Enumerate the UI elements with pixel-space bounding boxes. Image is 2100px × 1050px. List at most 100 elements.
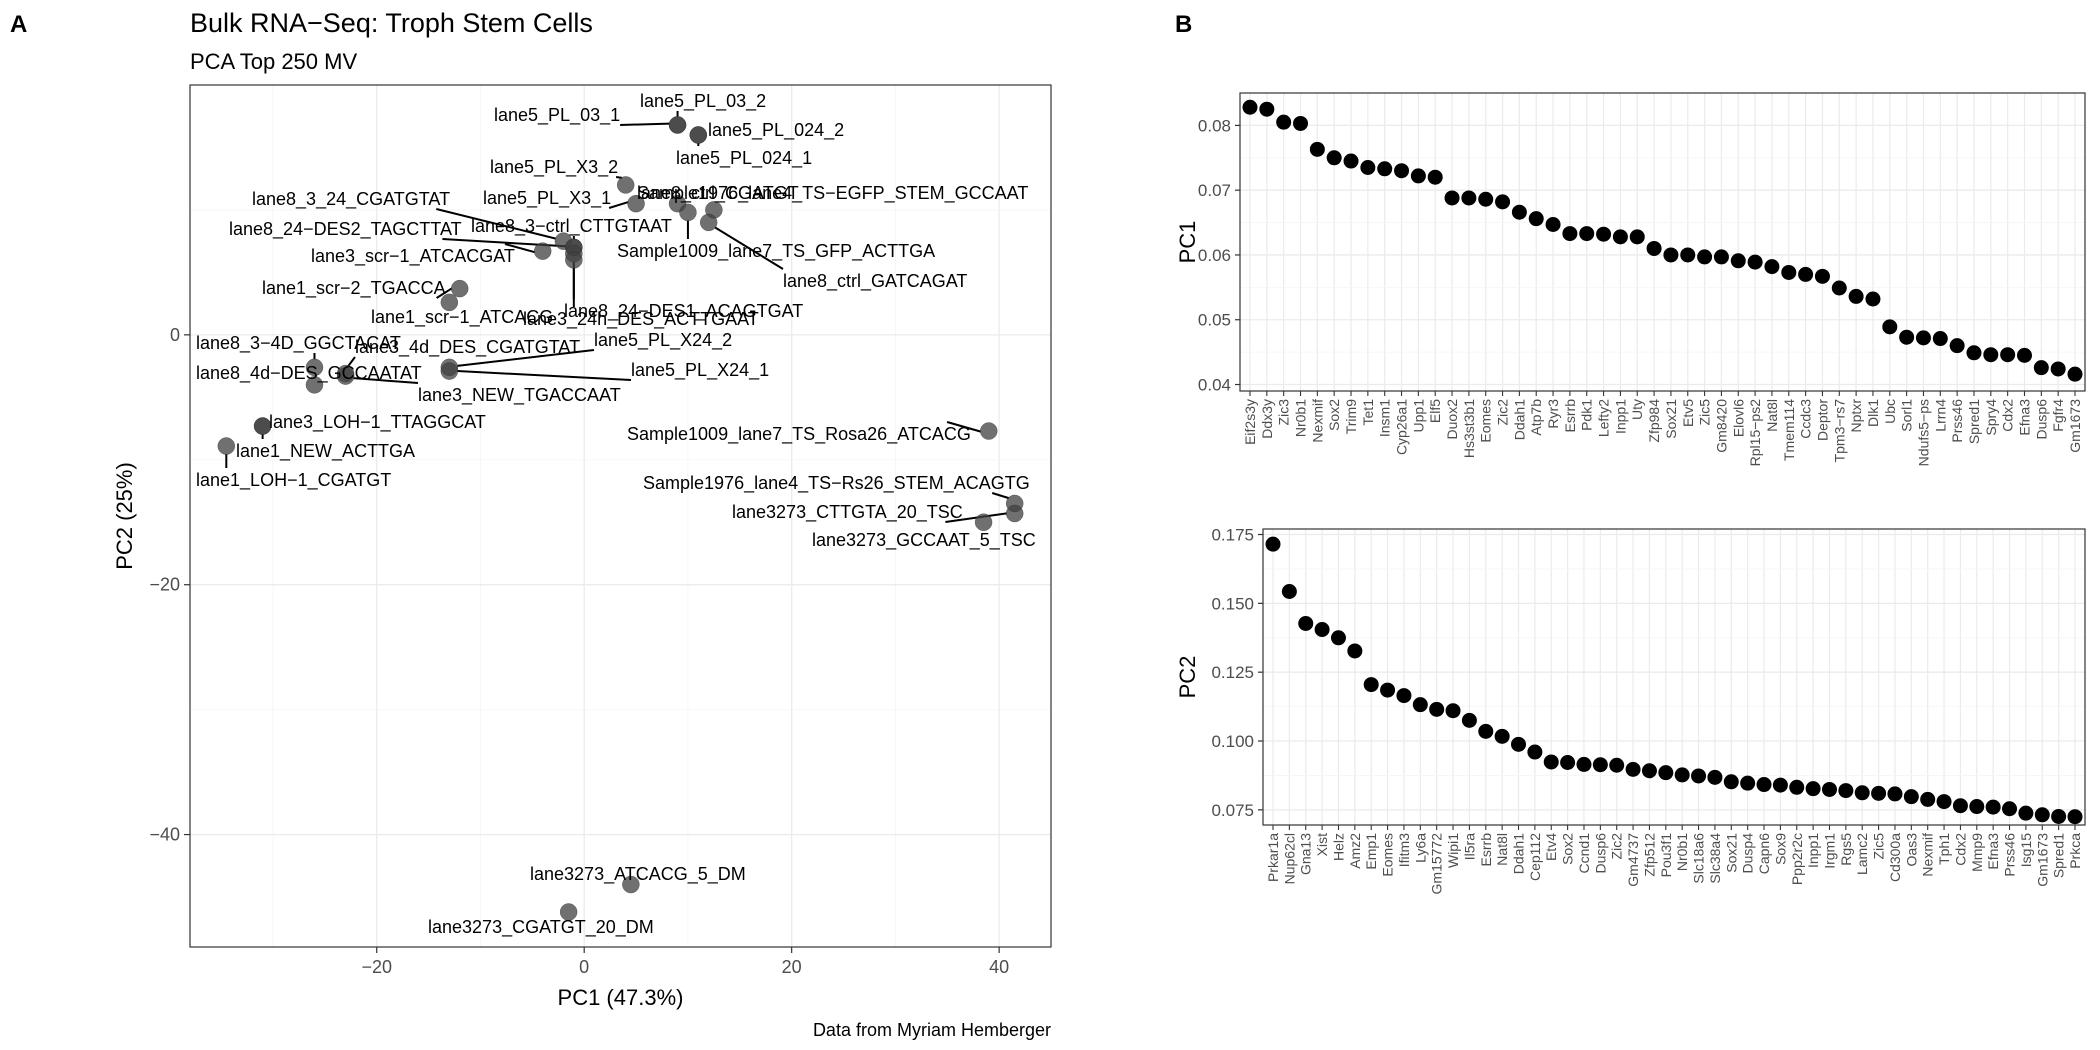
data-point xyxy=(1461,712,1477,728)
data-point xyxy=(1641,763,1657,779)
data-point xyxy=(1609,757,1625,773)
x-tick-label: Prkar1a xyxy=(1265,833,1281,882)
x-tick-label: Spry4 xyxy=(1983,399,1999,436)
x-tick-label: Sox21 xyxy=(1723,833,1739,873)
point-label: lane8_ctrl_CGATGT xyxy=(637,183,799,204)
pca-points xyxy=(217,116,1024,921)
x-tick-label: Tmem114 xyxy=(1781,399,1797,461)
label-connector xyxy=(620,122,670,126)
data-point xyxy=(1343,153,1359,169)
data-point xyxy=(1949,338,1965,354)
data-point xyxy=(1756,777,1772,793)
data-point xyxy=(1707,769,1723,785)
point-label: lane3_LOH−1_TTAGGCAT xyxy=(269,412,486,433)
x-tick-label: Sox9 xyxy=(1772,833,1788,865)
data-point xyxy=(1985,799,2001,815)
label-connector xyxy=(991,492,1010,500)
point-label: lane5_PL_X3_1 xyxy=(483,188,611,209)
data-point xyxy=(1363,677,1379,693)
x-tick-label: Dusp4 xyxy=(1740,833,1756,874)
x-tick-label: Inpp1 xyxy=(1612,399,1628,434)
x-tick-label: Dusp6 xyxy=(1592,833,1608,874)
point-label: lane3273_ATCACG_5_DM xyxy=(530,864,746,885)
data-point xyxy=(689,126,708,144)
data-point xyxy=(1293,115,1309,131)
x-tick-label: Cyp26a1 xyxy=(1394,399,1410,455)
x-tick-label: Zfp512 xyxy=(1641,833,1657,877)
label-connector xyxy=(946,421,982,433)
data-point xyxy=(1298,615,1314,631)
point-label: lane5_PL_03_2 xyxy=(640,91,766,112)
pc1-axes: 0.04 0.05 0.06 0.07 0.08 Eif2s3y Ddx3y Zic3 Nr0b… xyxy=(1175,116,2083,466)
data-point xyxy=(1838,783,1854,799)
data-point xyxy=(1360,160,1376,175)
x-tick-label: Dusp6 xyxy=(2033,399,2049,440)
x-tick-label: Elovl6 xyxy=(1730,399,1746,437)
y-axis-label: PC2 (25%) xyxy=(112,462,137,570)
point-label: Sample1976_lane4_TS−Rs26_STEM_ACAGTG xyxy=(643,473,1030,494)
data-point xyxy=(1740,775,1756,791)
data-point xyxy=(2033,360,2049,376)
y-tick-label: 0 xyxy=(170,325,180,345)
data-point xyxy=(699,213,718,232)
data-point xyxy=(1612,229,1628,245)
data-point xyxy=(1920,791,1936,807)
x-tick-label: Atp7b xyxy=(1528,399,1544,436)
data-point xyxy=(2067,809,2083,825)
x-tick-label: Nat8l xyxy=(1494,833,1510,866)
x-tick-label: Tpm3−rs7 xyxy=(1831,399,1847,463)
x-tick-label: Zfp984 xyxy=(1646,399,1662,443)
pc1-points xyxy=(1242,99,2083,382)
data-point xyxy=(1314,622,1330,638)
data-point xyxy=(1445,703,1461,719)
label-connector xyxy=(353,377,419,384)
point-label: lane3_scr−1_ATCACGAT xyxy=(311,246,515,267)
x-tick-label: Inpp1 xyxy=(1805,833,1821,868)
x-tick-label: Irgm1 xyxy=(1821,833,1837,869)
pca-plot: lane5_PL_03_2 lane5_PL_03_1 lane5_PL_024_2… xyxy=(112,84,1052,1010)
data-point xyxy=(1658,765,1674,781)
pca-plot-border xyxy=(189,84,1052,948)
data-point xyxy=(2000,347,2016,363)
data-point xyxy=(1903,789,1919,805)
point-label: lane5_PL_X24_1 xyxy=(631,360,769,381)
data-point xyxy=(305,376,324,394)
x-tick-label: Gm1673 xyxy=(2067,399,2083,453)
x-tick-label: Ly6a xyxy=(1412,833,1428,863)
x-tick-label: Upp1 xyxy=(1410,399,1426,433)
x-tick-label: Cdx2 xyxy=(1952,833,1968,866)
x-tick-label: Cd300a xyxy=(1887,833,1903,882)
x-tick-label: Cep112 xyxy=(1527,833,1543,881)
label-connector xyxy=(457,349,595,367)
x-tick-label: Mmp9 xyxy=(1969,833,1985,872)
pca-label-connectors xyxy=(225,111,1010,523)
x-tick-label: Gm4737 xyxy=(1625,833,1641,887)
x-tick-label: Nr0b1 xyxy=(1293,399,1309,437)
y-axis-label: PC2 xyxy=(1175,656,1200,699)
x-axis-label: PC1 (47.3%) xyxy=(558,985,684,1010)
x-tick-label: Eomes xyxy=(1478,399,1494,443)
data-point xyxy=(1854,785,1870,801)
x-tick-label: Xist xyxy=(1314,833,1330,856)
y-tick-label: 0.04 xyxy=(1198,376,1231,395)
data-point xyxy=(1697,249,1713,265)
x-tick-label: Lrrn4 xyxy=(1932,399,1948,432)
x-tick-label: Nexmif xyxy=(1309,399,1325,443)
data-point xyxy=(1592,757,1608,773)
data-point xyxy=(2067,366,2083,382)
data-point xyxy=(1936,794,1952,810)
data-point xyxy=(2018,805,2034,821)
data-point xyxy=(1444,190,1460,206)
x-tick-label: Elf5 xyxy=(1427,399,1443,423)
data-point xyxy=(1410,168,1426,184)
x-tick-label: Hs3st3b1 xyxy=(1461,399,1477,458)
x-tick-label: Ddah1 xyxy=(1511,833,1527,874)
data-point xyxy=(1680,247,1696,263)
data-point xyxy=(2051,808,2067,824)
data-point xyxy=(440,293,459,312)
x-tick-label: Pou3f1 xyxy=(1658,833,1674,878)
x-tick-label: Il5ra xyxy=(1461,833,1477,860)
data-point xyxy=(1723,774,1739,790)
y-tick-label: 0.100 xyxy=(1211,732,1254,751)
x-tick-label: Eif2s3y xyxy=(1242,399,1258,445)
